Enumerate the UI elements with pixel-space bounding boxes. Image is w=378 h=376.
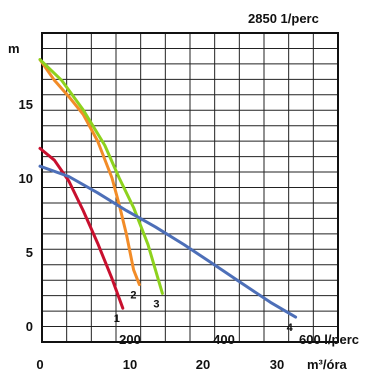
curve-line-4 [38,164,298,319]
curve-label-4: 4 [287,322,294,334]
x-tick-bottom-label: 30 [270,357,284,372]
y-tick-label: 0 [26,319,33,334]
labels: 12 3 4 2850 1/perc m 0 5 10 15 200 400 600 l/perc 0 1… [8,11,359,372]
curve-label-3: 3 [153,298,159,310]
x-tick-top-label: 400 [213,332,235,347]
x-tick-top-label: 600 l/perc [299,332,359,347]
curve-label-2: 2 [130,290,136,302]
curve-line-2 [38,58,141,287]
x-tick-bottom-label: 20 [196,357,210,372]
y-axis-label: m [8,41,20,56]
grid [41,32,339,343]
x-tick-bottom-label: m³/óra [307,357,348,372]
y-tick-label: 10 [19,171,33,186]
x-tick-bottom-label: 10 [123,357,137,372]
plot-frame [41,32,339,343]
curve-label-1: 1 [114,313,120,325]
chart-title: 2850 1/perc [248,11,319,26]
curves [38,58,298,319]
y-tick-label: 15 [19,97,33,112]
curve-line-3 [38,58,164,295]
curve-line-1 [38,146,125,310]
x-tick-bottom-label: 0 [36,357,43,372]
y-tick-label: 5 [26,245,33,260]
x-tick-top-label: 200 [119,332,141,347]
